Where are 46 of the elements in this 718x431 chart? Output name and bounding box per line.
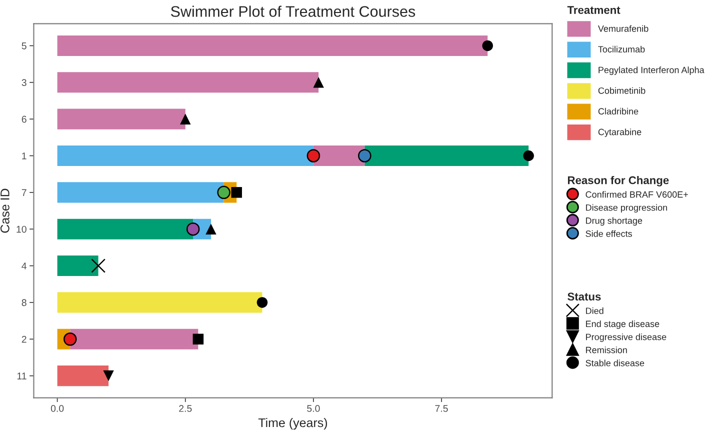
legend-label: Tocilizumab xyxy=(598,46,645,53)
bar xyxy=(57,218,194,240)
x-tick-label: 2.5 xyxy=(179,405,192,412)
y-tick-label: 7 xyxy=(22,189,26,196)
bar xyxy=(57,35,488,56)
legend-label: Died xyxy=(586,307,604,314)
text: Reason for Change xyxy=(568,176,669,186)
x-tick-label: 7.5 xyxy=(435,405,448,412)
bar xyxy=(57,72,319,93)
bar xyxy=(57,145,314,166)
bar xyxy=(57,366,109,386)
legend-label: Remission xyxy=(586,346,627,354)
y-tick-label: 5 xyxy=(22,42,26,50)
y-axis-title: Case ID xyxy=(0,188,10,233)
legend-label: Pegylated Interferon Alpha xyxy=(598,66,704,75)
y-tick-label: 1 xyxy=(22,152,26,160)
bar xyxy=(364,145,529,166)
text: Status xyxy=(568,292,601,301)
x-tick-label: 0.0 xyxy=(50,405,64,412)
legend-label: Drug shortage xyxy=(586,217,642,226)
y-tick-label: 2 xyxy=(22,336,26,343)
legend-label: Vemurafenib xyxy=(598,25,648,32)
bar xyxy=(57,292,262,313)
bar xyxy=(70,328,198,350)
bar xyxy=(57,182,224,203)
chart-title: Swimmer Plot of Treatment Courses xyxy=(170,6,416,17)
legend-label: Side effects xyxy=(586,230,632,237)
legend-label: Stable disease xyxy=(586,360,644,366)
bar xyxy=(57,256,98,276)
text: Treatment xyxy=(567,6,620,14)
y-tick-label: 10 xyxy=(16,226,26,233)
y-tick-label: 6 xyxy=(22,116,26,123)
legend-label: Cytarabine xyxy=(598,128,642,137)
bar xyxy=(57,108,186,130)
legend-label: Disease progression xyxy=(586,204,668,213)
y-tick-label: 11 xyxy=(17,372,26,380)
y-tick-label: 3 xyxy=(22,79,26,86)
legend-label: Confirmed BRAF V600E+ xyxy=(586,191,688,198)
y-tick-label: 4 xyxy=(22,262,27,270)
legend-label: Cobimetinib xyxy=(598,87,646,94)
x-axis-title: Time (years) xyxy=(258,418,328,430)
legend-label: End stage disease xyxy=(586,320,660,329)
y-tick-label: 8 xyxy=(22,299,26,306)
x-tick-label: 5.0 xyxy=(307,405,320,412)
legend-label: Cladribine xyxy=(598,108,638,115)
legend-label: Progressive disease xyxy=(586,334,666,342)
